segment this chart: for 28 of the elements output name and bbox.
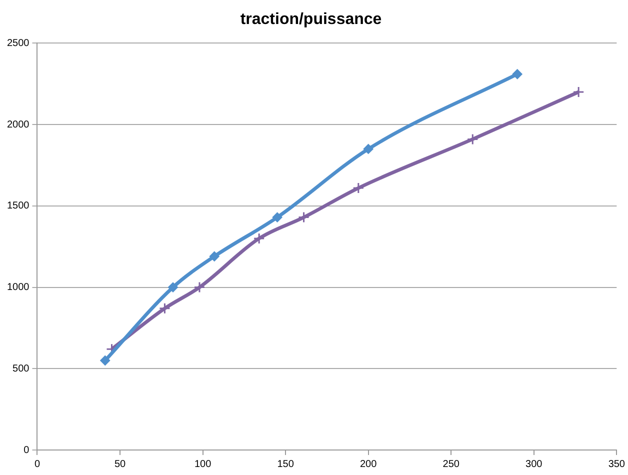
point — [512, 69, 522, 80]
y-tick-label: 1500 — [6, 200, 30, 212]
y-tick-label: 2500 — [6, 38, 30, 49]
x-tick-label: 250 — [442, 458, 460, 470]
point — [572, 86, 584, 98]
x-tick-label: 300 — [526, 458, 543, 470]
point — [168, 282, 178, 292]
point — [253, 232, 265, 244]
y-tick-label: 0 — [24, 444, 30, 456]
x-tick-label: 100 — [194, 458, 212, 470]
point — [209, 251, 220, 262]
x-tick-label: 200 — [360, 458, 378, 470]
x-tick-label: 350 — [608, 458, 626, 470]
point — [466, 133, 478, 145]
point — [194, 282, 206, 294]
y-tick-label: 500 — [12, 363, 30, 374]
y-tick-label: 2000 — [6, 119, 30, 130]
point — [158, 302, 170, 314]
y-tick-label: 1000 — [6, 282, 30, 294]
point — [363, 144, 374, 154]
point — [100, 356, 110, 366]
point — [272, 212, 282, 222]
chart-title: traction/puissance — [240, 11, 382, 28]
x-tick-label: 0 — [34, 458, 40, 470]
point — [298, 212, 310, 224]
point — [352, 182, 364, 194]
x-tick-label: 50 — [114, 458, 126, 470]
x-tick-label: 150 — [277, 458, 294, 470]
